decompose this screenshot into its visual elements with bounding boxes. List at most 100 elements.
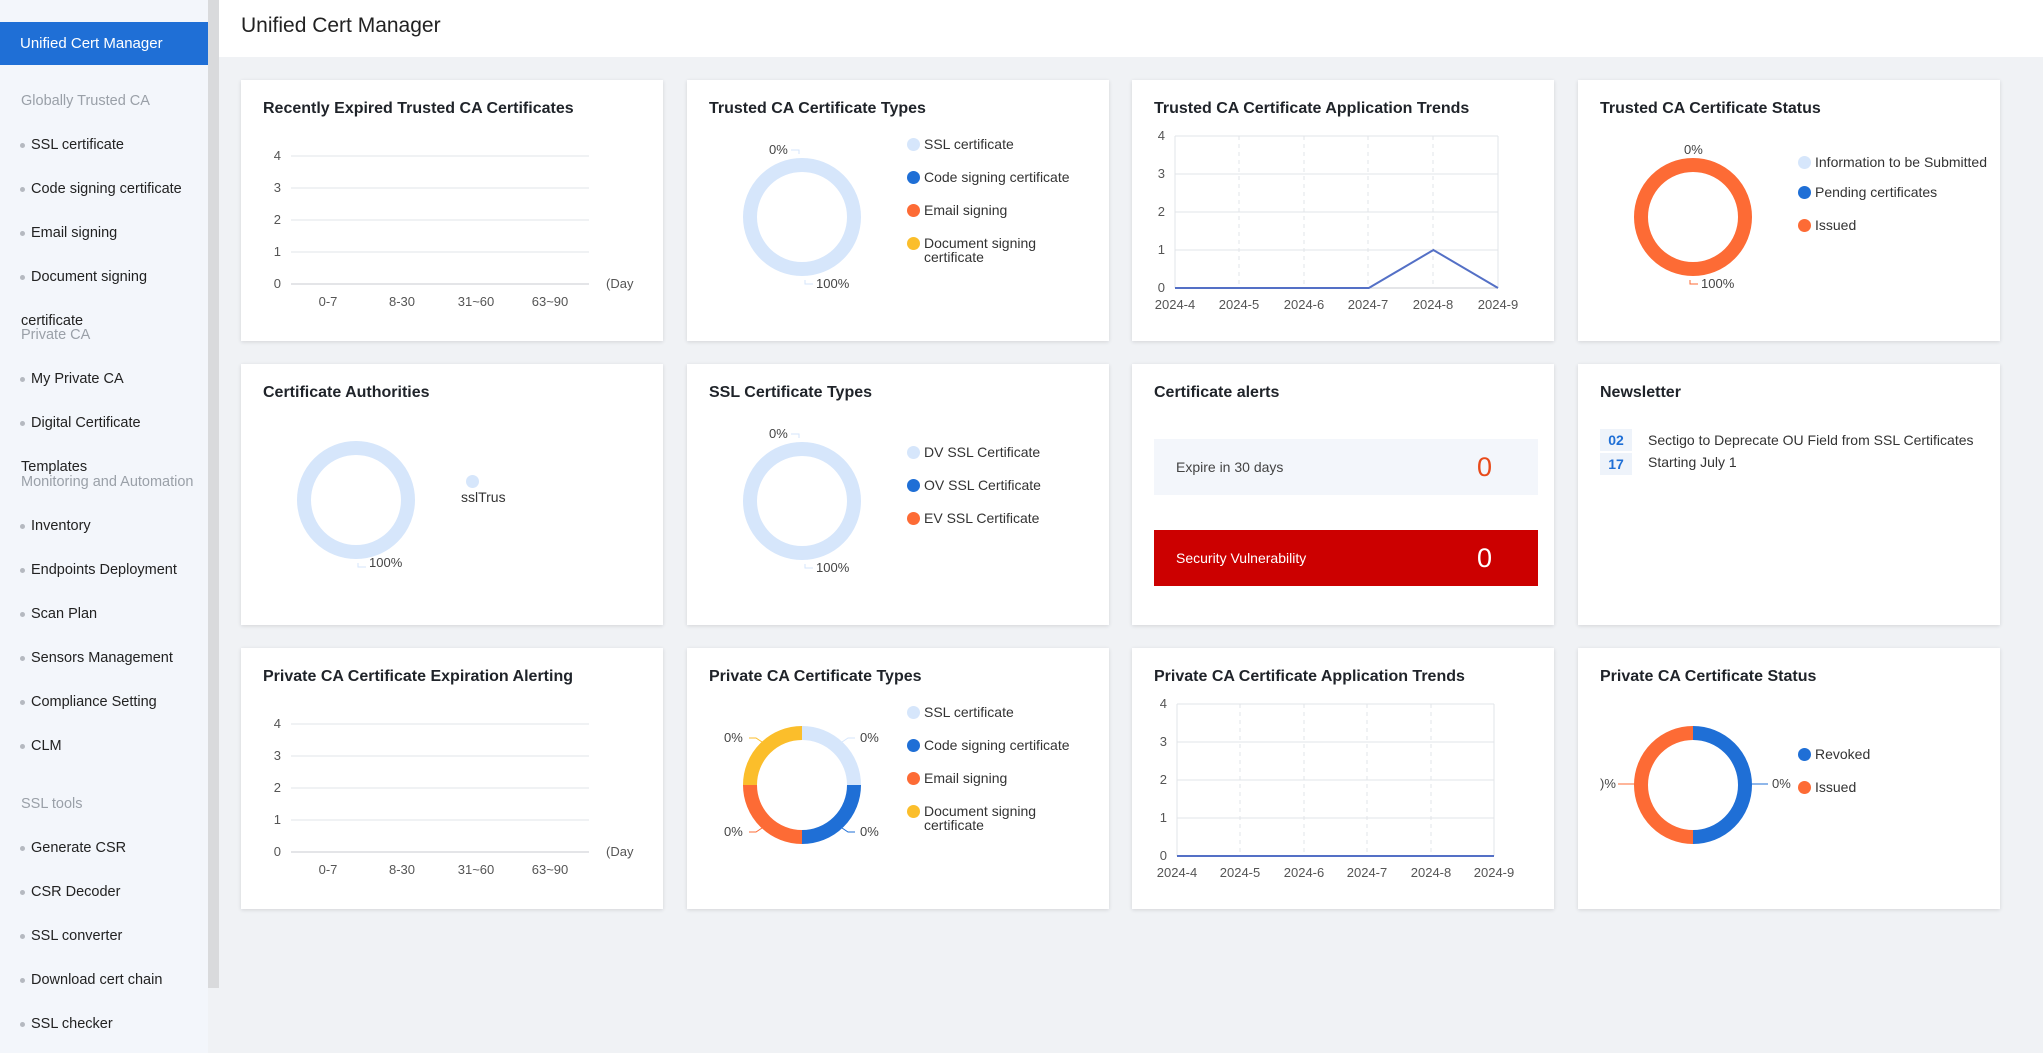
legend-item[interactable]: Email signing [907, 203, 1097, 217]
sidebar-group-monitoring: Monitoring and Automation [21, 474, 194, 490]
donut-private-status: 0% )% [1600, 726, 1791, 844]
bullet-icon [20, 933, 25, 939]
bullet-icon [20, 889, 25, 895]
x-tick: 31~60 [458, 862, 495, 877]
donut-trusted-status: 0% 100% [1634, 142, 1752, 291]
bullet-icon [20, 142, 25, 148]
sidebar-item-digital-certificate-tail[interactable]: Templates [21, 459, 88, 475]
legend-dot-icon [907, 739, 920, 752]
sidebar-item-clm[interactable]: CLM [20, 738, 62, 754]
x-tick: 63~90 [532, 862, 569, 877]
legend: SSL certificate Code signing certificate… [907, 137, 1097, 283]
x-tick: 2024-9 [1478, 297, 1518, 312]
legend-item[interactable]: SSL certificate [907, 705, 1097, 719]
card-certificate-alerts: Certificate alerts Expire in 30 days 0 S… [1132, 364, 1554, 625]
legend-item[interactable]: Information to be Submitted [1798, 155, 1988, 169]
sidebar-group-tools: SSL tools [21, 796, 83, 812]
sidebar-item-inventory[interactable]: Inventory [20, 518, 91, 534]
legend-item[interactable]: Code signing certificate [907, 170, 1097, 184]
donut-slice [743, 158, 861, 276]
x-tick: 0-7 [319, 862, 338, 877]
page-header: Unified Cert Manager [219, 0, 2043, 57]
legend-item[interactable]: DV SSL Certificate [907, 445, 1097, 459]
sidebar-item-csr-decoder[interactable]: CSR Decoder [20, 884, 120, 900]
label-bottom: 100% [1701, 276, 1735, 291]
x-tick: 31~60 [458, 294, 495, 309]
legend-dot-icon [907, 138, 920, 151]
expire-30-days-alert[interactable]: Expire in 30 days 0 [1154, 439, 1538, 495]
card-private-status: Private CA Certificate Status 0% )% Revo… [1578, 648, 2000, 909]
x-tick: 2024-6 [1284, 297, 1324, 312]
label-top: 0% [1684, 142, 1703, 157]
sidebar-item-unified-cert-manager[interactable]: Unified Cert Manager [0, 22, 208, 65]
card-certificate-authorities: Certificate Authorities 100% sslTrus [241, 364, 663, 625]
legend-item[interactable]: SSL certificate [907, 137, 1097, 151]
sidebar-item-email-signing[interactable]: Email signing [20, 225, 117, 241]
legend-item[interactable]: OV SSL Certificate [907, 478, 1097, 492]
sidebar-item-download-cert-chain[interactable]: Download cert chain [20, 972, 162, 988]
sidebar-item-compliance-setting[interactable]: Compliance Setting [20, 694, 157, 710]
legend: SSL certificate Code signing certificate… [907, 705, 1097, 851]
card-title: Certificate alerts [1154, 384, 1280, 401]
legend-item[interactable]: Issued [1798, 218, 1988, 232]
legend-item[interactable]: Email signing [907, 771, 1097, 785]
y-tick: 1 [274, 244, 281, 259]
card-title: Trusted CA Certificate Types [709, 100, 926, 117]
legend-item[interactable]: Document signing certificate [907, 236, 1097, 264]
legend-item[interactable]: Issued [1798, 780, 1988, 794]
legend-item[interactable]: Code signing certificate [907, 738, 1097, 752]
y-tick: 3 [274, 748, 281, 763]
sidebar-item-generate-csr[interactable]: Generate CSR [20, 840, 126, 856]
security-vulnerability-alert[interactable]: Security Vulnerability 0 [1154, 530, 1538, 586]
legend-item[interactable]: Revoked [1798, 747, 1988, 761]
vulnerability-count: 0 [1476, 542, 1492, 573]
sidebar-item-scan-plan[interactable]: Scan Plan [20, 606, 97, 622]
news-headline[interactable]: Sectigo to Deprecate OU Field from SSL C… [1648, 432, 1974, 470]
legend-dot-icon [907, 446, 920, 459]
sidebar-item-ssl-converter[interactable]: SSL converter [20, 928, 122, 944]
sidebar-item-digital-certificate[interactable]: Digital Certificate [20, 415, 141, 431]
card-title: Private CA Certificate Status [1600, 668, 1817, 685]
legend-dot-icon [907, 171, 920, 184]
sidebar-item-ssl-certificate[interactable]: SSL certificate [20, 137, 124, 153]
bullet-icon [20, 230, 25, 236]
donut-authorities: 100% [297, 441, 415, 570]
bullet-icon [20, 376, 25, 382]
sidebar-item-endpoints-deployment[interactable]: Endpoints Deployment [20, 562, 177, 578]
sidebar-item-code-signing[interactable]: Code signing certificate [20, 181, 182, 197]
legend-item[interactable]: EV SSL Certificate [907, 511, 1097, 525]
sidebar-scrollbar[interactable] [208, 0, 219, 988]
y-tick: 4 [1160, 696, 1167, 711]
label-top: 0% [769, 426, 788, 441]
y-tick: 4 [1158, 128, 1165, 143]
y-tick: 2 [274, 780, 281, 795]
news-item[interactable]: 02 17 Sectigo to Deprecate OU Field from… [1600, 429, 1988, 477]
slice-label: 0% [860, 824, 879, 839]
slice-label: 0% [860, 730, 879, 745]
legend-item[interactable]: sslTrus [461, 474, 506, 504]
x-tick: 63~90 [532, 294, 569, 309]
donut-slice [1634, 158, 1752, 276]
y-tick: 4 [274, 148, 281, 163]
card-private-types: Private CA Certificate Types 0% 0% 0% 0%… [687, 648, 1109, 909]
x-tick: 2024-4 [1155, 297, 1195, 312]
label-bottom: 100% [816, 560, 850, 575]
sidebar: Unified Cert Manager Globally Trusted CA… [0, 0, 208, 1053]
sidebar-item-my-private-ca[interactable]: My Private CA [20, 371, 124, 387]
donut-slice [801, 726, 861, 786]
legend-item[interactable]: Pending certificates [1798, 185, 1988, 199]
legend: DV SSL Certificate OV SSL Certificate EV… [907, 445, 1097, 544]
card-title: Private CA Certificate Types [709, 668, 922, 685]
legend-dot-icon [1798, 781, 1811, 794]
label-bottom: 100% [369, 555, 403, 570]
bullet-icon [20, 523, 25, 529]
x-tick: 2024-4 [1157, 865, 1197, 880]
sidebar-item-ssl-checker[interactable]: SSL checker [20, 1016, 113, 1032]
sidebar-item-document-signing[interactable]: Document signing [20, 269, 147, 285]
x-tick: 8-30 [389, 294, 415, 309]
y-tick: 1 [1158, 242, 1165, 257]
sidebar-item-sensors-management[interactable]: Sensors Management [20, 650, 173, 666]
legend-dot-icon [907, 805, 920, 818]
sidebar-item-document-signing-tail[interactable]: certificate [21, 313, 84, 329]
legend-item[interactable]: Document signing certificate [907, 804, 1097, 832]
